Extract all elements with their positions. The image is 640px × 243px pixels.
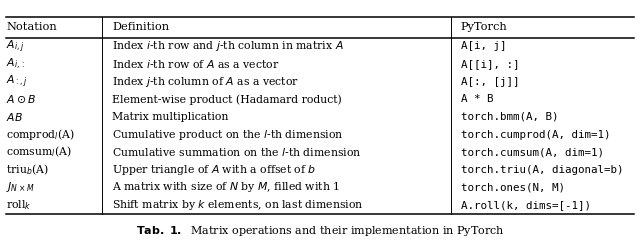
Text: triu$_b$(A): triu$_b$(A) — [6, 163, 49, 177]
Text: A[:, [j]]: A[:, [j]] — [461, 77, 519, 87]
Text: $A_{i,j}$: $A_{i,j}$ — [6, 38, 24, 55]
Text: torch.triu(A, diagonal=b): torch.triu(A, diagonal=b) — [461, 165, 623, 175]
Text: Definition: Definition — [112, 22, 169, 32]
Text: A[[i], :]: A[[i], :] — [461, 59, 519, 69]
Text: torch.bmm(A, B): torch.bmm(A, B) — [461, 112, 558, 122]
Text: $J_{N \times M}$: $J_{N \times M}$ — [6, 180, 35, 194]
Text: torch.cumprod(A, dim=1): torch.cumprod(A, dim=1) — [461, 130, 611, 139]
Text: Matrix multiplication: Matrix multiplication — [112, 112, 228, 122]
Text: Element-wise product (Hadamard roduct): Element-wise product (Hadamard roduct) — [112, 94, 342, 105]
Text: $A_{i,:}$: $A_{i,:}$ — [6, 57, 26, 72]
Text: comsum$_l$(A): comsum$_l$(A) — [6, 145, 72, 159]
Text: comprod$_l$(A): comprod$_l$(A) — [6, 127, 75, 142]
Text: $AB$: $AB$ — [6, 111, 23, 123]
Text: Index $i$-th row and $j$-th column in matrix $A$: Index $i$-th row and $j$-th column in ma… — [112, 39, 344, 53]
Text: Cumulative summation on the $l$-th dimension: Cumulative summation on the $l$-th dimen… — [112, 146, 362, 158]
Text: A.roll(k, dims=[-1]): A.roll(k, dims=[-1]) — [461, 200, 591, 210]
Text: Upper triangle of $A$ with a offset of $b$: Upper triangle of $A$ with a offset of $… — [112, 163, 316, 177]
Text: torch.cumsum(A, dim=1): torch.cumsum(A, dim=1) — [461, 147, 604, 157]
Text: A matrix with size of $N$ by $M$, filled with 1: A matrix with size of $N$ by $M$, filled… — [112, 180, 340, 194]
Text: Shift matrix by $k$ elements, on last dimension: Shift matrix by $k$ elements, on last di… — [112, 198, 364, 212]
Text: $A \odot B$: $A \odot B$ — [6, 93, 36, 105]
Text: $A_{:,j}$: $A_{:,j}$ — [6, 74, 28, 90]
Text: $\mathbf{Tab.\ 1.}$  Matrix operations and their implementation in PyTorch: $\mathbf{Tab.\ 1.}$ Matrix operations an… — [136, 224, 504, 238]
Text: Index $i$-th row of $A$ as a vector: Index $i$-th row of $A$ as a vector — [112, 58, 280, 70]
Text: Cumulative product on the $l$-th dimension: Cumulative product on the $l$-th dimensi… — [112, 128, 344, 142]
Text: Notation: Notation — [6, 22, 57, 32]
Text: A * B: A * B — [461, 94, 493, 104]
Text: PyTorch: PyTorch — [461, 22, 508, 32]
Text: torch.ones(N, M): torch.ones(N, M) — [461, 182, 564, 192]
Text: roll$_k$: roll$_k$ — [6, 198, 32, 212]
Text: Index $j$-th column of $A$ as a vector: Index $j$-th column of $A$ as a vector — [112, 75, 299, 89]
Text: A[i, j]: A[i, j] — [461, 42, 506, 52]
